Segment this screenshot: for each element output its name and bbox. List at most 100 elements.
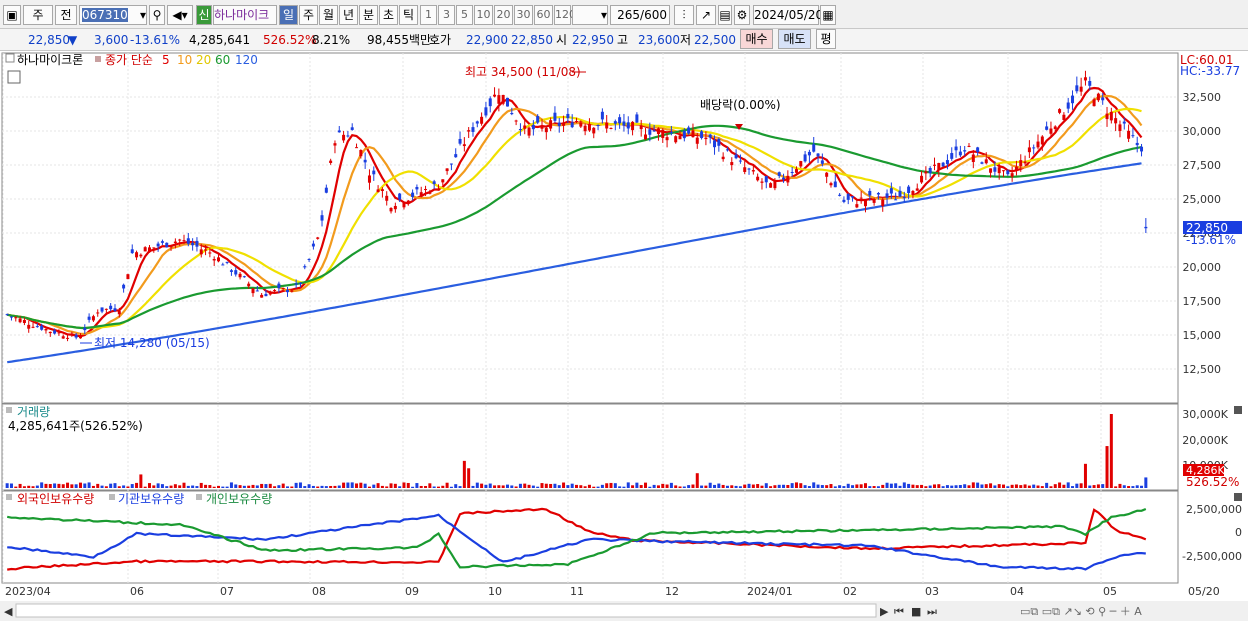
candle-body — [618, 117, 622, 124]
tab-year[interactable]: 년 — [339, 5, 358, 25]
candle-icon[interactable]: ⫶ — [674, 5, 694, 25]
candle-body — [14, 317, 18, 319]
type-select[interactable]: 전 — [55, 5, 77, 25]
tab-week[interactable]: 주 — [299, 5, 318, 25]
volume-bar — [579, 485, 583, 488]
sound-icon[interactable]: ◀▾ — [167, 5, 193, 25]
volume-bar — [419, 485, 423, 488]
stock-chart[interactable]: 32,50030,00027,50025,00022,50020,00017,5… — [0, 52, 1248, 621]
candle-body — [661, 129, 665, 138]
high-annotation: 최고 34,500 (11/08) — [465, 65, 581, 79]
candle-body — [993, 167, 997, 172]
time-tick-label: 2023/04 — [5, 585, 51, 598]
interval-30[interactable]: 30 — [514, 5, 533, 25]
market-select[interactable]: 주 — [23, 5, 53, 25]
time-tick-label: 08 — [312, 585, 326, 598]
candle-body — [713, 140, 717, 148]
candle-body — [846, 193, 850, 200]
close-icon[interactable] — [1234, 406, 1242, 414]
candle-body — [165, 242, 169, 248]
line-tool-icon[interactable]: ↗ — [696, 5, 716, 25]
chevron-down-icon[interactable]: ▾ — [600, 8, 607, 22]
interval-120[interactable]: 120 — [554, 5, 576, 25]
candle-body — [682, 131, 686, 139]
save-icon[interactable]: ▤ — [718, 5, 732, 25]
tab-minute[interactable]: 분 — [359, 5, 378, 25]
price-legend: 하나마이크론 종가 단순 5 10 20 60 120 — [5, 53, 258, 84]
stop-icon[interactable]: ■ — [911, 605, 921, 618]
volume-bar — [756, 484, 760, 488]
tool-icons[interactable]: ▭⧉ ▭⧉ ↗↘ ⟲ ⚲ ─ ＋ A — [1020, 605, 1142, 618]
interval-60[interactable]: 60 — [534, 5, 553, 25]
volume-bar — [1049, 486, 1053, 488]
tab-second[interactable]: 초 — [379, 5, 398, 25]
candle-body — [475, 121, 479, 124]
time-tick-label: 03 — [925, 585, 939, 598]
tab-tick[interactable]: 틱 — [399, 5, 418, 25]
candle-body — [989, 168, 993, 173]
volume-bar — [251, 484, 255, 488]
chart-area[interactable]: 32,50030,00027,50025,00022,50020,00017,5… — [0, 52, 1248, 621]
volume-bar — [1010, 484, 1014, 488]
candle-body — [78, 336, 82, 339]
gear-icon[interactable]: ⚙ — [734, 5, 750, 25]
scrollbar[interactable]: ◀ ▶ ⏮ ■ ⏭ ▭⧉ ▭⧉ ↗↘ ⟲ ⚲ ─ ＋ A — [0, 601, 1248, 621]
bar-count-input[interactable]: 265/600 — [610, 5, 670, 25]
chevron-down-icon[interactable]: ▾ — [139, 8, 146, 22]
candle-body — [876, 192, 880, 195]
stock-code-input[interactable]: 067310 ▾ — [79, 5, 147, 25]
candle-body — [53, 330, 57, 334]
tab-month[interactable]: 월 — [319, 5, 338, 25]
candle-body — [173, 241, 177, 244]
volume-bar — [514, 486, 518, 488]
volume-bar — [846, 483, 850, 488]
candle-body — [790, 171, 794, 173]
layout-icon[interactable]: ▣ — [3, 5, 21, 25]
candle-body — [337, 130, 341, 133]
sell-button[interactable]: 매도 — [778, 29, 811, 49]
candle-body — [320, 215, 324, 221]
volume-bar — [540, 483, 544, 488]
candle-body — [553, 112, 557, 121]
volume-bar — [967, 485, 971, 488]
tab-day[interactable]: 일 — [279, 5, 298, 25]
volume-bar — [376, 483, 380, 488]
date-input[interactable]: 2024/05/20 — [753, 5, 823, 25]
candle-body — [229, 270, 233, 272]
interval-20[interactable]: 20 — [494, 5, 513, 25]
search-icon[interactable]: ⚲ — [149, 5, 165, 25]
scroll-thumb[interactable] — [15, 603, 877, 618]
candle-body — [997, 167, 1001, 174]
table-icon[interactable] — [7, 70, 21, 84]
scroll-right-icon[interactable]: ▶ — [880, 605, 889, 618]
candle-body — [751, 170, 755, 172]
volume-bar — [553, 483, 557, 488]
interval-1[interactable]: 1 — [420, 5, 437, 25]
scroll-end-icon[interactable]: ⏭ — [927, 605, 937, 618]
legend-box-icon — [6, 494, 12, 500]
scroll-left-icon[interactable]: ◀ — [4, 605, 13, 618]
close-icon[interactable] — [1234, 493, 1242, 501]
candle-body — [631, 121, 635, 131]
volume-bar — [760, 485, 764, 488]
candle-body — [458, 138, 462, 144]
candle-body — [471, 127, 475, 132]
volume-bar — [794, 482, 798, 488]
scroll-start-icon[interactable]: ⏮ — [894, 605, 904, 618]
interval-select[interactable]: ▾ — [572, 5, 608, 25]
candle-body — [971, 154, 975, 163]
volume-bar — [143, 486, 147, 488]
candle-body — [31, 326, 35, 328]
interval-3[interactable]: 3 — [438, 5, 455, 25]
candle-body — [126, 274, 130, 280]
calendar-icon[interactable]: ▦ — [820, 5, 836, 25]
memo-button[interactable]: 평 — [816, 29, 836, 49]
interval-10[interactable]: 10 — [474, 5, 493, 25]
buy-button[interactable]: 매수 — [740, 29, 773, 49]
volume-bar — [1036, 485, 1040, 488]
candle-body — [872, 199, 876, 203]
interval-5[interactable]: 5 — [456, 5, 473, 25]
time-tick-label: 07 — [220, 585, 234, 598]
candle-body — [967, 145, 971, 147]
volume-bar — [575, 484, 578, 488]
